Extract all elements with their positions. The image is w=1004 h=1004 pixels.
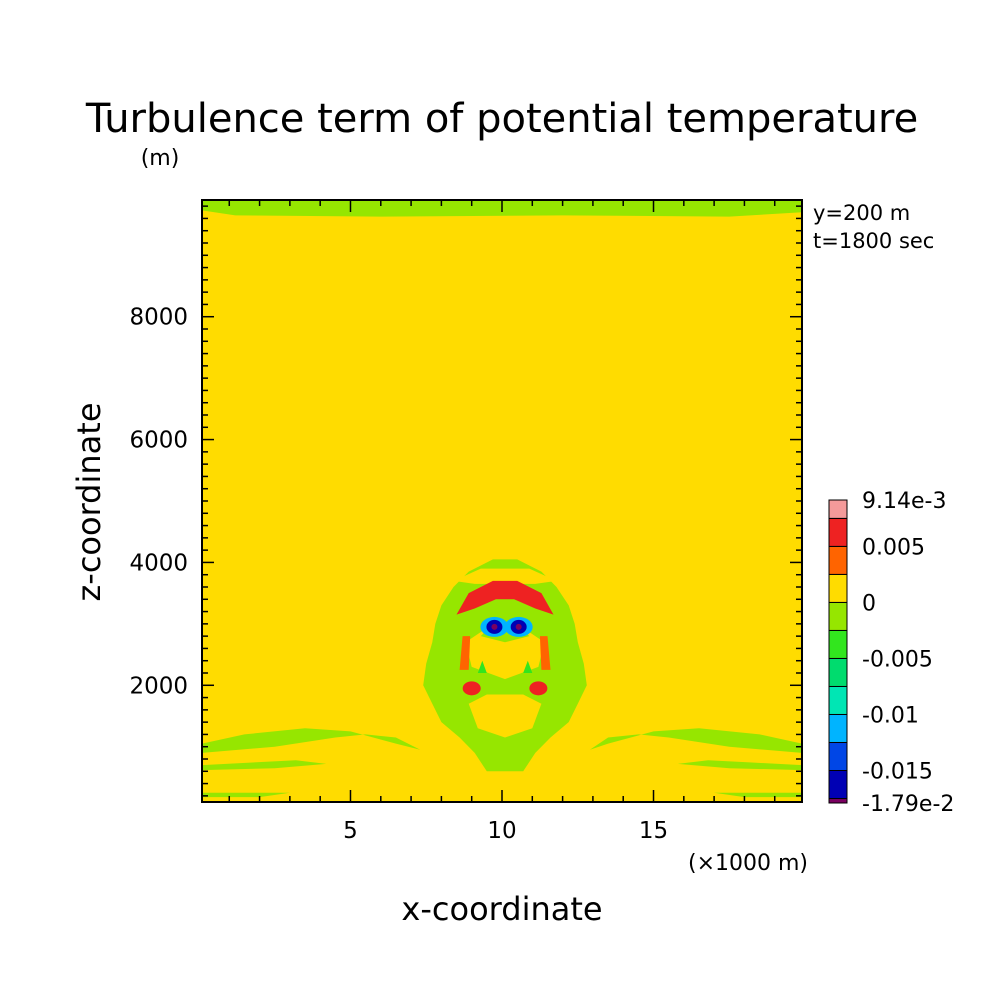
plume-cavity-upper	[465, 630, 545, 680]
axes: 5 10 15 2000 4000 6000 8000	[129, 199, 803, 844]
green-spot-right	[523, 660, 533, 673]
colorbar-label: -0.01	[862, 703, 919, 728]
warm-spot-right	[529, 681, 548, 696]
colorbar-swatch	[828, 629, 848, 659]
y-unit-label: (m)	[141, 146, 180, 171]
x-unit-label: (×1000 m)	[688, 851, 808, 876]
colorbar-label: 0	[862, 591, 876, 616]
warm-streak-left	[459, 636, 471, 670]
colorbar-swatch	[828, 499, 848, 519]
colorbar-label: -0.015	[862, 760, 933, 785]
colorbar-swatch	[828, 741, 848, 772]
x-tick-label: 15	[639, 818, 668, 844]
annotation-y: y=200 m	[813, 201, 910, 225]
plume-cavity-lower	[468, 694, 542, 738]
low-band-left-bottom	[202, 792, 290, 798]
low-band-right	[589, 728, 802, 753]
colorbar-swatch	[828, 713, 848, 743]
low-band-left-lower	[202, 760, 327, 771]
low-band-right-lower	[677, 760, 802, 771]
warm-spot-left	[462, 681, 481, 696]
plume-cap-gap	[453, 568, 557, 584]
colorbar-swatch	[828, 770, 848, 800]
y-tick-label: 8000	[129, 305, 188, 331]
colorbar-swatch	[828, 517, 848, 547]
warm-streak-right	[539, 636, 551, 670]
colorbar-swatch	[828, 798, 848, 804]
y-axis-label: z-coordinate	[70, 402, 108, 601]
green-spot-left	[477, 660, 487, 673]
cool-core-right-min	[515, 623, 522, 630]
colorbar-swatch	[828, 573, 848, 603]
colorbar-swatch	[828, 545, 848, 575]
colorbar-label: 0.005	[862, 535, 925, 560]
colorbar-label: 9.14e-3	[862, 489, 946, 514]
colorbar-swatch	[828, 601, 848, 631]
contour-fields	[202, 200, 802, 802]
y-tick-label: 6000	[129, 428, 188, 454]
chart-title: Turbulence term of potential temperature	[85, 96, 918, 142]
colorbar: 9.14e-3 0.005 0 -0.005 -0.01 -0.015 -1.79e-2	[828, 489, 954, 817]
low-band-left	[202, 728, 421, 753]
annotation-t: t=1800 sec	[813, 229, 934, 253]
x-tick-label: 5	[343, 818, 358, 844]
low-band-right-bottom	[714, 792, 802, 798]
colorbar-swatch	[828, 657, 848, 687]
plot-area	[202, 200, 802, 802]
colorbar-swatch	[828, 685, 848, 715]
y-tick-label: 2000	[129, 673, 188, 699]
colorbar-label: -1.79e-2	[862, 792, 954, 817]
x-tick-label: 10	[487, 818, 516, 844]
y-tick-label: 4000	[129, 550, 188, 576]
cool-core-left-min	[491, 623, 498, 630]
colorbar-label: -0.005	[862, 647, 933, 672]
x-axis-label: x-coordinate	[401, 890, 602, 928]
warm-arc	[456, 580, 554, 615]
